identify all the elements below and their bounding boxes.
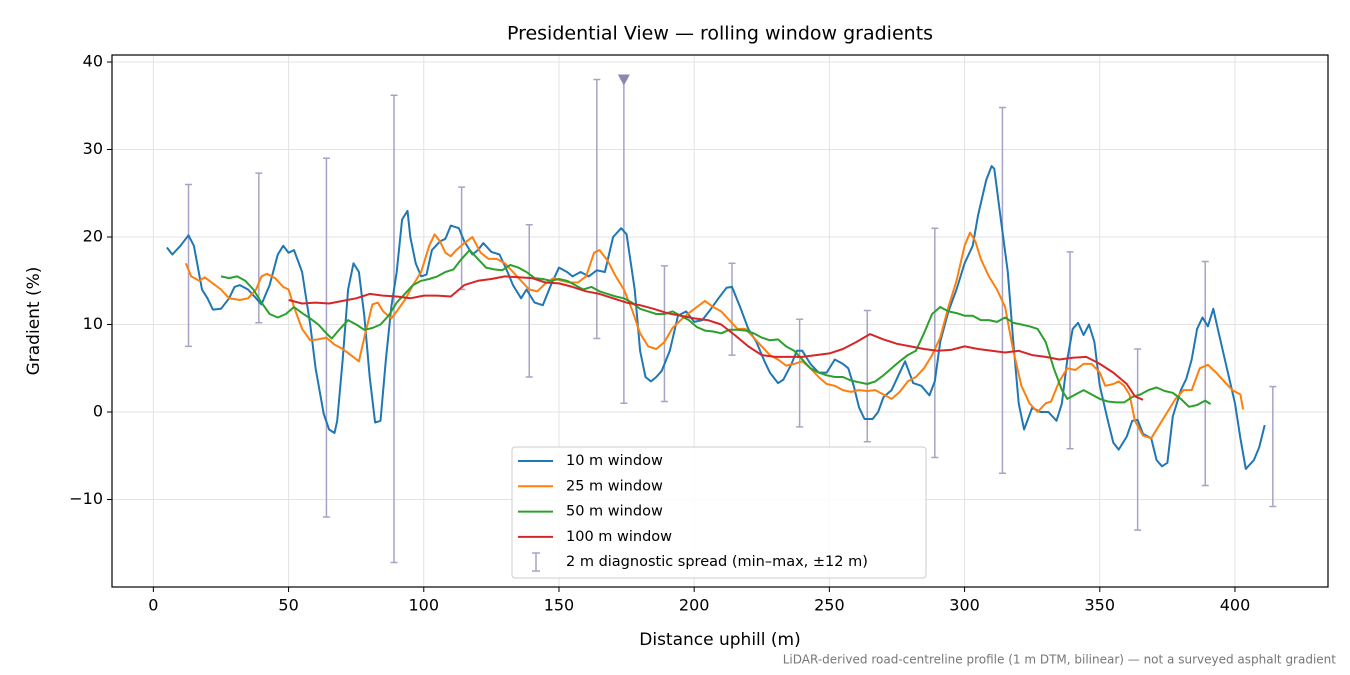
x-tick-label: 150 [544, 596, 575, 615]
y-tick-label: 30 [83, 139, 103, 158]
x-tick-label: 50 [278, 596, 298, 615]
legend-label: 2 m diagnostic spread (min–max, ±12 m) [566, 554, 868, 570]
x-tick-label: 200 [679, 596, 710, 615]
error-bar [728, 262, 736, 356]
x-tick-label: 300 [949, 596, 980, 615]
series-line [184, 231, 1245, 440]
error-bar [185, 183, 193, 348]
x-axis-label: Distance uphill (m) [639, 630, 800, 650]
legend-label: 25 m window [566, 478, 663, 494]
legend: 10 m window 25 m window 50 m window 100 m w… [511, 446, 927, 579]
error-bar [593, 78, 601, 340]
series-line [166, 165, 1266, 470]
peak-marker [617, 74, 630, 86]
error-bar [863, 309, 871, 443]
footnote: LiDAR-derived road-centreline profile (1… [783, 653, 1337, 667]
y-tick-label: 40 [83, 52, 103, 71]
x-tick-label: 400 [1220, 596, 1251, 615]
series-line [220, 249, 1212, 408]
error-bar [1269, 385, 1277, 508]
error-bar [998, 106, 1006, 474]
x-tick-label: 100 [409, 596, 440, 615]
y-axis-label: Gradient (%) [24, 267, 44, 376]
series-line [288, 275, 1144, 401]
x-tick-label: 350 [1085, 596, 1116, 615]
error-bar [525, 224, 533, 378]
grid [112, 55, 1328, 587]
legend-label: 100 m window [566, 529, 672, 545]
legend-label: 10 m window [566, 453, 663, 469]
x-tick-label: 250 [814, 596, 845, 615]
legend-box [511, 446, 927, 579]
y-tick-label: 20 [83, 227, 103, 246]
legend-label: 50 m window [566, 504, 663, 520]
error-bar [931, 227, 939, 459]
error-bar [1066, 251, 1074, 450]
y-tick-label: −10 [69, 489, 103, 508]
error-bar [1201, 260, 1209, 487]
error-bar [1134, 348, 1142, 531]
error-bar [660, 265, 668, 403]
y-tick-label: 10 [83, 314, 103, 333]
error-bar [390, 94, 398, 564]
error-bar [796, 318, 804, 428]
plot-frame [111, 54, 1329, 588]
chart-title: Presidential View — rolling window gradi… [507, 23, 933, 45]
error-bar [620, 78, 628, 404]
y-tick-label: 0 [93, 402, 103, 421]
x-tick-label: 0 [148, 596, 158, 615]
